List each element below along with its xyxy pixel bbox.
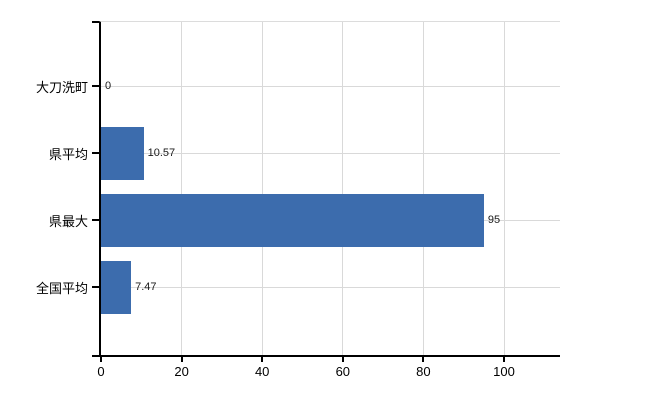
x-gridline bbox=[503, 22, 505, 355]
category-label: 全国平均 bbox=[35, 281, 88, 296]
y-axis-tick bbox=[92, 286, 99, 288]
category-gridline bbox=[101, 286, 560, 288]
x-axis-tick bbox=[261, 357, 264, 362]
plot-area: 0 10.57 95 7.47 bbox=[92, 21, 560, 357]
y-axis-tick bbox=[92, 219, 99, 221]
x-axis-tick-label: 20 bbox=[174, 364, 189, 379]
category-gridline bbox=[101, 152, 560, 154]
x-axis-tick-label: 100 bbox=[493, 364, 515, 379]
x-axis-tick bbox=[180, 357, 183, 362]
category-gridline bbox=[101, 85, 560, 87]
y-axis-tick bbox=[92, 152, 99, 154]
bar-value-label: 0 bbox=[105, 80, 112, 92]
x-gridline bbox=[342, 22, 344, 355]
y-axis-top-tick bbox=[92, 21, 99, 23]
y-axis-bottom-tick bbox=[92, 355, 101, 357]
x-axis-tick bbox=[100, 357, 102, 362]
bar-value-label: 95 bbox=[487, 214, 501, 226]
x-axis-tick-label: 0 bbox=[97, 364, 105, 379]
x-axis-tick-label: 40 bbox=[254, 364, 270, 379]
bar bbox=[101, 260, 132, 314]
x-axis-tick bbox=[503, 357, 505, 362]
x-axis-tick-label: 60 bbox=[335, 364, 351, 379]
x-axis-tick-label: 80 bbox=[416, 364, 431, 379]
bar bbox=[101, 193, 484, 247]
bar bbox=[101, 126, 144, 180]
x-axis-tick bbox=[422, 357, 425, 362]
category-label: 県平均 bbox=[48, 147, 88, 162]
x-gridline bbox=[181, 22, 183, 355]
x-gridline bbox=[422, 22, 424, 355]
bar-value-label: 10.57 bbox=[147, 147, 176, 159]
bar-value-label: 7.47 bbox=[135, 281, 157, 293]
y-axis-tick bbox=[92, 85, 99, 87]
x-gridline bbox=[261, 22, 263, 355]
x-axis-tick bbox=[341, 357, 344, 362]
category-label: 県最大 bbox=[48, 214, 88, 229]
category-label: 大刀洗町 bbox=[35, 80, 88, 95]
